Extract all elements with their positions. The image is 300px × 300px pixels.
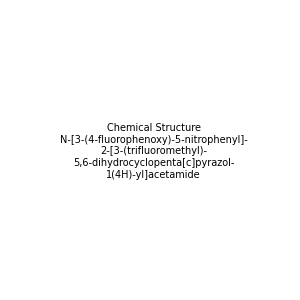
Text: Chemical Structure
N-[3-(4-fluorophenoxy)-5-nitrophenyl]-
2-[3-(trifluoromethyl): Chemical Structure N-[3-(4-fluorophenoxy…	[60, 123, 248, 180]
